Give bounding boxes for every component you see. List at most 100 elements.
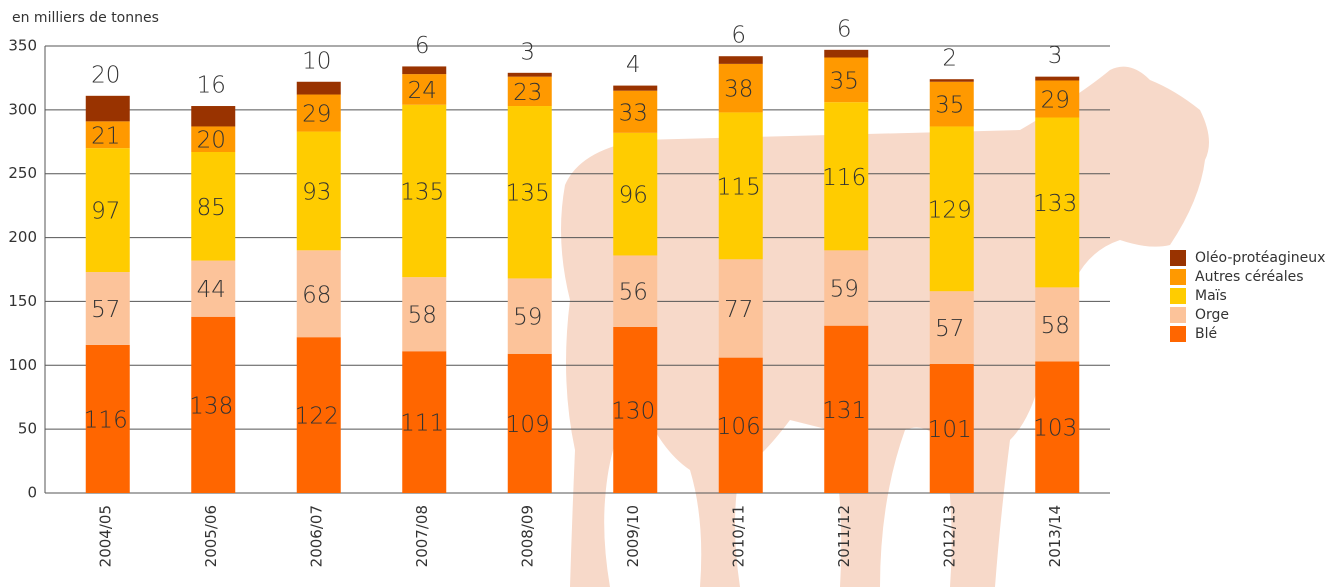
bar-segment <box>718 56 763 64</box>
legend-label: Autres céréales <box>1195 269 1304 285</box>
bar-segment <box>1035 361 1080 493</box>
legend-swatch <box>1170 288 1186 304</box>
x-tick-label: 2010/11 <box>729 505 747 567</box>
bar-segment <box>402 351 447 493</box>
data-label: 35 <box>935 93 964 119</box>
data-label: 6 <box>837 16 852 42</box>
bar-segment <box>296 131 341 251</box>
data-label: 44 <box>197 277 226 303</box>
data-label: 122 <box>295 404 339 430</box>
data-label: 2 <box>942 46 957 72</box>
data-label: 103 <box>1033 416 1077 442</box>
x-tick-label: 2008/09 <box>518 505 536 567</box>
data-label: 57 <box>935 316 964 342</box>
legend-label: Blé <box>1195 326 1217 342</box>
x-tick-label: 2012/13 <box>940 505 958 567</box>
bar-segment <box>718 259 763 358</box>
legend-swatch <box>1170 269 1186 285</box>
bar-segment <box>613 85 658 91</box>
data-label: 3 <box>520 39 535 65</box>
data-label: 77 <box>724 297 753 323</box>
data-label: 21 <box>91 123 120 149</box>
data-label: 85 <box>197 195 226 221</box>
bar-segment <box>507 353 552 493</box>
data-label: 38 <box>724 77 753 103</box>
x-tick-label: 2007/08 <box>413 505 431 567</box>
data-label: 101 <box>928 417 972 443</box>
bar-segment <box>85 344 130 493</box>
y-tick-label: 100 <box>8 356 37 374</box>
bar-segment <box>613 90 658 133</box>
data-label: 135 <box>506 181 550 207</box>
data-label: 129 <box>928 197 972 223</box>
bar-segment <box>1035 117 1080 288</box>
y-axis-label: en milliers de tonnes <box>12 10 159 26</box>
data-label: 96 <box>619 183 648 209</box>
bar-segment <box>402 104 447 278</box>
cow-silhouette <box>561 66 1209 587</box>
y-tick-label: 200 <box>8 228 37 246</box>
bar-segment <box>1035 80 1080 118</box>
bar-segment <box>296 250 341 338</box>
bar-segment <box>296 81 341 95</box>
bar-segment <box>718 357 763 493</box>
bar-segment <box>1035 76 1080 81</box>
data-label: 58 <box>408 303 437 329</box>
bar-segment <box>929 291 974 365</box>
bar-segment <box>402 277 447 352</box>
data-label: 20 <box>197 128 226 154</box>
bar-segment <box>402 66 447 75</box>
data-label: 135 <box>400 179 444 205</box>
bar-segment <box>824 102 869 251</box>
bar-segment <box>85 272 130 345</box>
bar-segment <box>929 364 974 493</box>
data-label: 10 <box>302 48 331 74</box>
bar-segment <box>85 95 130 122</box>
data-label: 6 <box>731 23 746 49</box>
legend-swatch <box>1170 326 1186 342</box>
data-label: 115 <box>717 174 761 200</box>
y-tick-label: 150 <box>8 292 37 310</box>
data-label: 20 <box>91 62 120 88</box>
legend-swatch <box>1170 250 1186 266</box>
bar-segment <box>507 76 552 107</box>
data-label: 3 <box>1048 43 1063 69</box>
data-label: 111 <box>400 411 444 437</box>
bar-segment <box>718 63 763 113</box>
data-label: 59 <box>830 277 859 303</box>
data-label: 35 <box>830 68 859 94</box>
data-label: 97 <box>91 199 120 225</box>
bar-segment <box>613 326 658 493</box>
data-label: 116 <box>822 165 866 191</box>
data-label: 131 <box>822 398 866 424</box>
data-label: 58 <box>1041 313 1070 339</box>
y-tick-label: 300 <box>8 100 37 118</box>
x-tick-label: 2013/14 <box>1046 505 1064 567</box>
legend-label: Oléo-protéagineux <box>1195 250 1325 266</box>
data-label: 24 <box>408 78 437 104</box>
y-tick-label: 0 <box>27 484 37 502</box>
bar-segment <box>613 255 658 327</box>
legend-label: Orge <box>1195 307 1229 323</box>
bar-segment <box>507 106 552 279</box>
x-tick-label: 2005/06 <box>202 505 220 567</box>
x-tick-label: 2004/05 <box>96 505 114 567</box>
data-label: 6 <box>415 33 430 59</box>
bar-segment <box>507 278 552 354</box>
y-tick-label: 50 <box>18 420 37 438</box>
bar-segment <box>85 148 130 273</box>
data-label: 138 <box>189 393 233 419</box>
data-label: 57 <box>91 297 120 323</box>
data-label: 106 <box>717 414 761 440</box>
bar-segment <box>402 74 447 105</box>
bar-segment <box>191 152 236 261</box>
y-tick-label: 350 <box>8 37 37 55</box>
x-tick-label: 2006/07 <box>307 505 325 567</box>
bar-segment <box>296 337 341 493</box>
data-label: 29 <box>1041 88 1070 114</box>
data-label: 33 <box>619 100 648 126</box>
y-tick-label: 250 <box>8 164 37 182</box>
bar-segment <box>929 126 974 292</box>
data-label: 59 <box>513 305 542 331</box>
